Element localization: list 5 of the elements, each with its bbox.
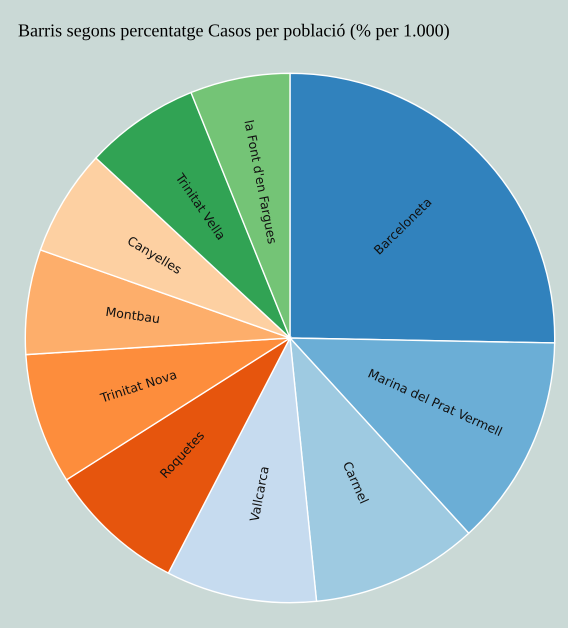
- chart-title: Barris segons percentatge Casos per població (% per 1.000): [18, 24, 449, 40]
- slice-label: la Font d'en Fargues: [242, 120, 278, 244]
- slice-label: Vallcarca: [249, 466, 269, 522]
- slice-label: Montbau: [106, 306, 160, 324]
- slice-label: Trinitat Nova: [99, 369, 177, 403]
